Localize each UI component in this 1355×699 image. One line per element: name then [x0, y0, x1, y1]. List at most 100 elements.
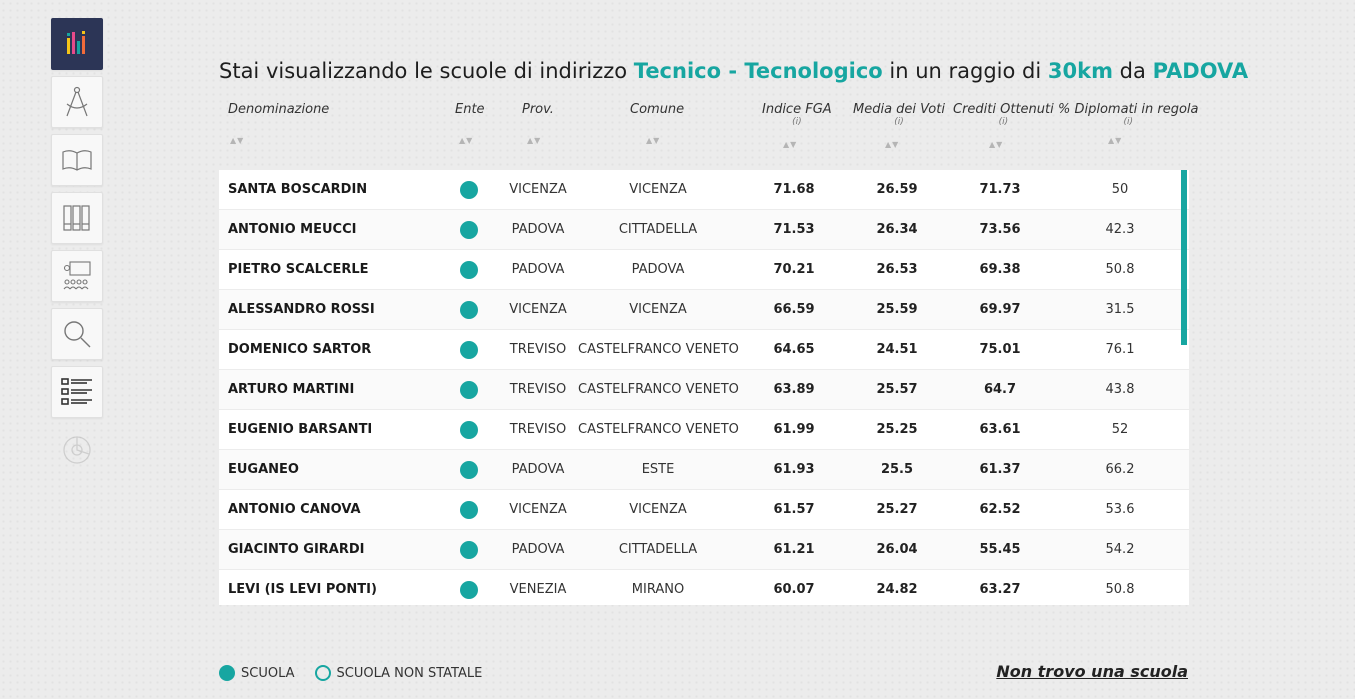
chart-icon: [67, 31, 85, 54]
table-row[interactable]: PIETRO SCALCERLE PADOVA PADOVA 70.21 26.53 69…: [219, 250, 1189, 290]
comune: CASTELFRANCO VENETO: [578, 382, 739, 397]
col-diplomati[interactable]: % Diplomati in regola (i): [1058, 102, 1199, 127]
sidebar-item-orientation[interactable]: [51, 76, 103, 128]
indice-fga: 61.99: [773, 422, 815, 437]
province: PADOVA: [511, 222, 565, 237]
sidebar: [51, 18, 103, 482]
compass-icon: [66, 86, 88, 117]
ente-statale-icon: [460, 461, 478, 479]
province: VICENZA: [509, 182, 567, 197]
ente-statale-icon: [460, 541, 478, 559]
school-name[interactable]: ALESSANDRO ROSSI: [228, 302, 375, 317]
table-scrollbar[interactable]: [1181, 170, 1187, 345]
diplomati-percent: 50.8: [1105, 262, 1135, 277]
comune: CASTELFRANCO VENETO: [578, 342, 739, 357]
schools-table: SANTA BOSCARDIN VICENZA VICENZA 71.68 26.59 7…: [219, 170, 1189, 605]
media-voti: 26.34: [876, 222, 918, 237]
diplomati-percent: 76.1: [1105, 342, 1135, 357]
pie-chart-icon: [63, 436, 91, 464]
col-denominazione[interactable]: Denominazione: [228, 102, 330, 117]
school-name[interactable]: PIETRO SCALCERLE: [228, 262, 369, 277]
sidebar-item-list[interactable]: [51, 366, 103, 418]
table-row[interactable]: ALESSANDRO ROSSI VICENZA VICENZA 66.59 25.59…: [219, 290, 1189, 330]
not-found-link[interactable]: Non trovo una scuola: [996, 662, 1188, 681]
sort-media-icon[interactable]: ▲▼: [885, 140, 900, 149]
province: VENEZIA: [509, 582, 567, 597]
sort-denominazione-icon[interactable]: ▲▼: [230, 136, 245, 145]
province: VICENZA: [509, 502, 567, 517]
ente-statale-icon: [460, 181, 478, 199]
indice-fga: 71.53: [773, 222, 815, 237]
table-row[interactable]: SANTA BOSCARDIN VICENZA VICENZA 71.68 26.59 7…: [219, 170, 1189, 210]
indice-fga: 61.93: [773, 462, 815, 477]
comune: CASTELFRANCO VENETO: [578, 422, 739, 437]
table-row[interactable]: EUGENIO BARSANTI TREVISO CASTELFRANCO VENE…: [219, 410, 1189, 450]
sort-ente-icon[interactable]: ▲▼: [459, 136, 474, 145]
info-icon[interactable]: (i): [894, 117, 904, 127]
province: PADOVA: [511, 542, 565, 557]
comune: VICENZA: [629, 502, 687, 517]
table-row[interactable]: GIACINTO GIRARDI PADOVA CITTADELLA 61.21 26.…: [219, 530, 1189, 570]
col-comune[interactable]: Comune: [630, 102, 685, 117]
legend-non-statale: SCUOLA NON STATALE: [314, 665, 482, 681]
table-row[interactable]: EUGANEO PADOVA ESTE 61.93 25.5 61.37 66.2: [219, 450, 1189, 490]
info-icon[interactable]: (i): [998, 117, 1009, 127]
indice-fga: 63.89: [773, 382, 815, 397]
table-row[interactable]: ANTONIO MEUCCI PADOVA CITTADELLA 71.53 26.34…: [219, 210, 1189, 250]
sort-prov-icon[interactable]: ▲▼: [527, 136, 542, 145]
sort-crediti-icon[interactable]: ▲▼: [989, 140, 1004, 149]
col-media-voti[interactable]: Media dei Voti (i): [853, 102, 945, 127]
school-name[interactable]: EUGANEO: [228, 462, 299, 477]
comune: VICENZA: [629, 182, 687, 197]
sidebar-item-classroom[interactable]: [51, 250, 103, 302]
info-icon[interactable]: (i): [792, 117, 802, 127]
diplomati-percent: 54.2: [1105, 542, 1135, 557]
col-ente[interactable]: Ente: [455, 102, 485, 117]
table-row[interactable]: DOMENICO SARTOR TREVISO CASTELFRANCO VENET…: [219, 330, 1189, 370]
table-row[interactable]: LEVI (IS LEVI PONTI) VENEZIA MIRANO 60.07 24…: [219, 570, 1189, 605]
city-label: PADOVA: [1152, 59, 1249, 83]
school-name[interactable]: ANTONIO CANOVA: [228, 502, 361, 517]
list-icon: [61, 378, 92, 405]
filled-dot-icon: [219, 665, 235, 681]
diplomati-percent: 50: [1111, 182, 1129, 197]
school-name[interactable]: DOMENICO SARTOR: [228, 342, 372, 357]
school-name[interactable]: GIACINTO GIRARDI: [228, 542, 365, 557]
col-indice-fga[interactable]: Indice FGA (i): [762, 102, 832, 127]
school-name[interactable]: EUGENIO BARSANTI: [228, 422, 373, 437]
media-voti: 25.27: [876, 502, 918, 517]
school-name[interactable]: SANTA BOSCARDIN: [228, 182, 368, 197]
ente-statale-icon: [460, 381, 478, 399]
school-name[interactable]: ARTURO MARTINI: [228, 382, 355, 397]
sort-comune-icon[interactable]: ▲▼: [646, 136, 661, 145]
crediti-ottenuti: 61.37: [979, 462, 1021, 477]
comune: MIRANO: [631, 582, 685, 597]
sidebar-item-charts[interactable]: [51, 18, 103, 70]
sidebar-item-library[interactable]: [51, 192, 103, 244]
comune: CITTADELLA: [618, 542, 698, 557]
ente-statale-icon: [460, 261, 478, 279]
page-title: Stai visualizzando le scuole di indirizz…: [219, 59, 1249, 83]
table-row[interactable]: ARTURO MARTINI TREVISO CASTELFRANCO VENETO…: [219, 370, 1189, 410]
crediti-ottenuti: 73.56: [979, 222, 1021, 237]
sidebar-item-stats[interactable]: [51, 424, 103, 476]
sidebar-item-search[interactable]: [51, 308, 103, 360]
sort-fga-icon[interactable]: ▲▼: [783, 140, 798, 149]
school-name[interactable]: LEVI (IS LEVI PONTI): [228, 582, 377, 597]
col-prov[interactable]: Prov.: [522, 102, 554, 117]
table-row[interactable]: ANTONIO CANOVA VICENZA VICENZA 61.57 25.27 62…: [219, 490, 1189, 530]
province: PADOVA: [511, 262, 565, 277]
col-crediti[interactable]: Crediti Ottenuti (i): [953, 102, 1054, 127]
crediti-ottenuti: 63.61: [979, 422, 1021, 437]
school-name[interactable]: ANTONIO MEUCCI: [228, 222, 357, 237]
diplomati-percent: 66.2: [1105, 462, 1135, 477]
indice-fga: 61.21: [773, 542, 815, 557]
search-icon: [64, 321, 91, 348]
sort-diplomati-icon[interactable]: ▲▼: [1108, 136, 1123, 145]
indice-fga: 66.59: [773, 302, 815, 317]
crediti-ottenuti: 64.7: [983, 382, 1017, 397]
sidebar-item-study[interactable]: [51, 134, 103, 186]
media-voti: 26.59: [876, 182, 918, 197]
media-voti: 25.57: [876, 382, 918, 397]
info-icon[interactable]: (i): [1123, 117, 1134, 127]
